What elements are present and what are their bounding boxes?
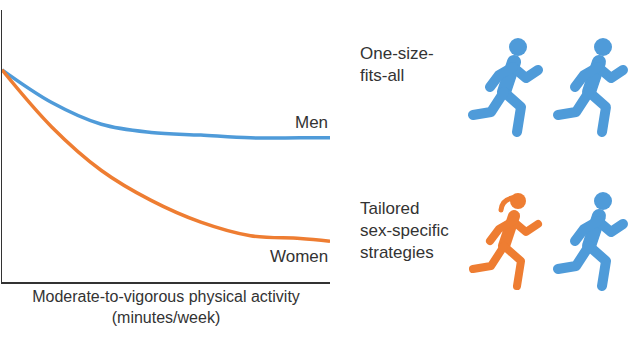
svg-text:Tailoredsex-specificstrategies: Tailoredsex-specificstrategies [360, 199, 449, 262]
svg-text:Moderate-to-vigorous physical: Moderate-to-vigorous physical activity(m… [32, 288, 300, 326]
svg-text:Men: Men [295, 113, 328, 132]
svg-text:One-size-fits-all: One-size-fits-all [360, 44, 434, 85]
svg-text:Women: Women [270, 247, 328, 266]
